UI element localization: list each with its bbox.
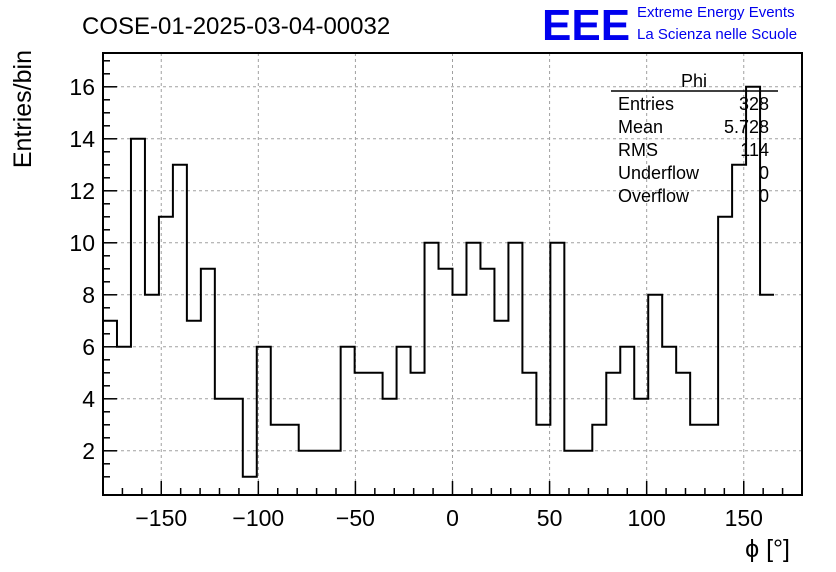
x-tick-label: 50	[537, 505, 563, 531]
stats-row-label: Entries	[618, 94, 674, 114]
stats-row-label: RMS	[618, 140, 658, 160]
histogram-bin	[271, 425, 285, 495]
x-tick-label: −150	[135, 505, 187, 531]
y-tick-labels: 2 4 6 8 10 12 14 16	[69, 74, 95, 464]
eee-logo-line2: La Scienza nelle Scuole	[637, 26, 797, 43]
histogram-bin	[550, 243, 564, 495]
axis-ticks	[102, 60, 803, 495]
stats-row-value: 114	[740, 140, 769, 160]
histogram-bars	[103, 85, 775, 495]
x-tick-label: 0	[446, 505, 459, 531]
histogram-bin	[257, 347, 271, 495]
histogram-bin	[634, 399, 648, 495]
y-tick-label: 6	[82, 334, 95, 360]
histogram-bin	[243, 477, 257, 495]
histogram-bin	[718, 217, 732, 495]
grid-lines	[103, 53, 802, 495]
stats-row-value: 0	[759, 163, 769, 183]
histogram-bin	[383, 399, 397, 495]
y-tick-label: 8	[82, 282, 95, 308]
histogram-bin	[355, 373, 369, 495]
x-tick-label: −100	[232, 505, 284, 531]
histogram-outline	[103, 85, 775, 478]
stats-box-title: Phi	[681, 71, 707, 91]
histogram-bin	[397, 347, 411, 495]
histogram-bin	[620, 347, 634, 495]
histogram-bin	[131, 139, 145, 495]
histogram-bin	[592, 425, 606, 495]
y-tick-label: 14	[69, 126, 95, 152]
histogram-bin	[522, 373, 536, 495]
histogram-bin	[145, 295, 159, 495]
y-tick-label: 12	[69, 178, 95, 204]
histogram-bin	[662, 347, 676, 495]
histogram-bin	[369, 373, 383, 495]
histogram-bin	[201, 269, 215, 495]
histogram-bin	[480, 269, 494, 495]
y-tick-label: 10	[69, 230, 95, 256]
histogram-bin	[313, 451, 327, 495]
stats-row-label: Underflow	[618, 163, 700, 183]
x-tick-labels: −150 −100 −50 0 50 100 150	[135, 505, 763, 531]
x-tick-label: −50	[336, 505, 375, 531]
histogram-bin	[466, 243, 480, 495]
histogram-bin	[536, 425, 550, 495]
histogram-bin	[676, 373, 690, 495]
stats-row-value: 0	[759, 186, 769, 206]
histogram-bin	[453, 295, 467, 495]
histogram-bin	[341, 347, 355, 495]
histogram-bin	[425, 243, 439, 495]
y-tick-label: 4	[82, 386, 95, 412]
histogram-bin	[648, 295, 662, 495]
stats-row-value: 5.728	[724, 117, 769, 137]
histogram-bin	[285, 425, 299, 495]
histogram-bin	[299, 451, 313, 495]
y-tick-label: 16	[69, 74, 95, 100]
x-axis-title: ϕ [°]	[745, 535, 790, 563]
histogram-bin	[508, 243, 522, 495]
histogram-bin	[564, 451, 578, 495]
histogram-bin	[411, 373, 425, 495]
stats-row-value: 328	[739, 94, 769, 114]
histogram-bin	[117, 347, 131, 495]
histogram-bin	[760, 295, 774, 495]
x-tick-label: 100	[627, 505, 665, 531]
stats-box: Phi Entries 328 Mean 5.728 RMS 114 Underflow 0 O…	[611, 71, 778, 206]
histogram-bin	[229, 399, 243, 495]
eee-logo-letters: EEE	[542, 1, 630, 50]
run-title: COSE-01-2025-03-04-00032	[82, 13, 390, 40]
histogram-bin	[578, 451, 592, 495]
x-tick-label: 150	[725, 505, 763, 531]
stats-row-label: Mean	[618, 117, 663, 137]
stats-row-label: Overflow	[618, 186, 690, 206]
histogram-bin	[704, 425, 718, 495]
histogram-bin	[606, 373, 620, 495]
histogram-bin	[215, 399, 229, 495]
y-axis-title: Entries/bin	[9, 50, 37, 168]
histogram-bin	[327, 451, 341, 495]
eee-logo-line1: Extreme Energy Events	[637, 4, 795, 21]
histogram-bin	[439, 269, 453, 495]
histogram-bin	[173, 165, 187, 495]
eee-logo: EEE Extreme Energy Events La Scienza nel…	[542, 1, 797, 50]
histogram-bin	[690, 425, 704, 495]
y-tick-label: 2	[82, 438, 95, 464]
